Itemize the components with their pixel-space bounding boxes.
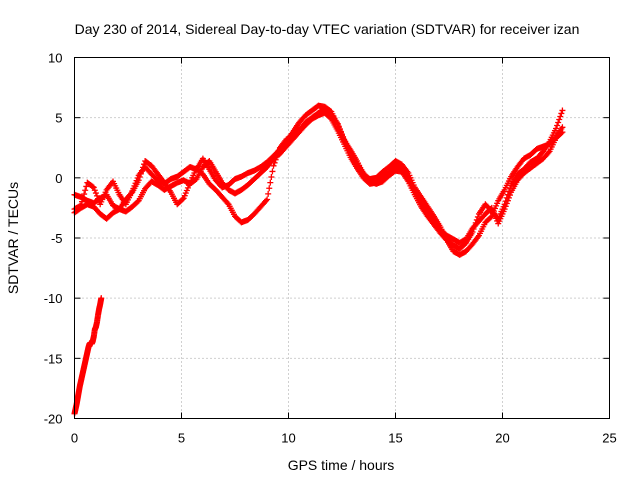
data-point [555,119,562,126]
data-point [502,203,509,210]
data-point [266,185,273,192]
y-tick-label: -5 [51,231,63,246]
data-series [71,102,566,417]
data-point [269,168,276,175]
grid [74,57,610,419]
y-tick-label: 0 [55,171,62,186]
data-point [267,179,274,186]
data-point [92,190,99,197]
data-point [270,162,277,169]
y-tick-label: -15 [44,351,63,366]
data-point [82,187,89,194]
data-point [559,129,566,136]
series-track-a [71,106,566,252]
x-tick-label: 10 [281,431,295,446]
data-point [558,110,565,117]
data-point [553,125,559,132]
data-point [545,149,552,156]
data-point [95,195,102,202]
data-point [505,194,512,201]
data-point [91,187,98,194]
data-point [263,197,270,204]
data-point [557,113,564,120]
y-axis-label: SDTVAR / TECUs [5,182,21,294]
data-point [559,107,566,114]
data-point [327,114,334,121]
data-point [501,206,508,213]
series-early-rise [71,295,105,417]
series-track-b [71,102,566,258]
data-point [503,200,510,207]
data-point [179,196,186,203]
x-tick-label: 15 [388,431,402,446]
x-tick-label: 5 [178,431,185,446]
data-point [506,192,513,199]
data-point [487,214,494,221]
y-tick-label: -20 [44,412,63,427]
data-point [98,295,105,302]
chart-title: Day 230 of 2014, Sidereal Day-to-day VTE… [75,21,580,37]
x-tick-label: 20 [495,431,509,446]
y-tick-label: -10 [44,291,63,306]
x-tick-label: 0 [71,431,78,446]
y-tick-label: 5 [55,111,62,126]
data-point [268,174,275,181]
data-point [224,200,231,207]
data-point [504,197,511,204]
data-point [78,198,85,205]
axis-ticks: 0 5 10 15 20 25 -20 -15 -10 -5 0 5 10 [44,51,617,446]
data-point [134,198,141,205]
data-point [265,190,272,197]
data-point [556,116,563,123]
data-point [80,194,87,201]
data-point [83,183,90,190]
series-track-c [71,109,566,246]
data-point [90,184,97,191]
data-point [558,130,565,137]
data-point [264,196,271,203]
data-point [89,183,96,190]
data-point [554,122,561,129]
y-tick-label: 10 [48,51,62,66]
data-point [81,191,88,198]
data-point [93,192,100,199]
x-tick-label: 25 [602,431,616,446]
x-axis-label: GPS time / hours [288,457,395,473]
data-point [327,107,334,114]
